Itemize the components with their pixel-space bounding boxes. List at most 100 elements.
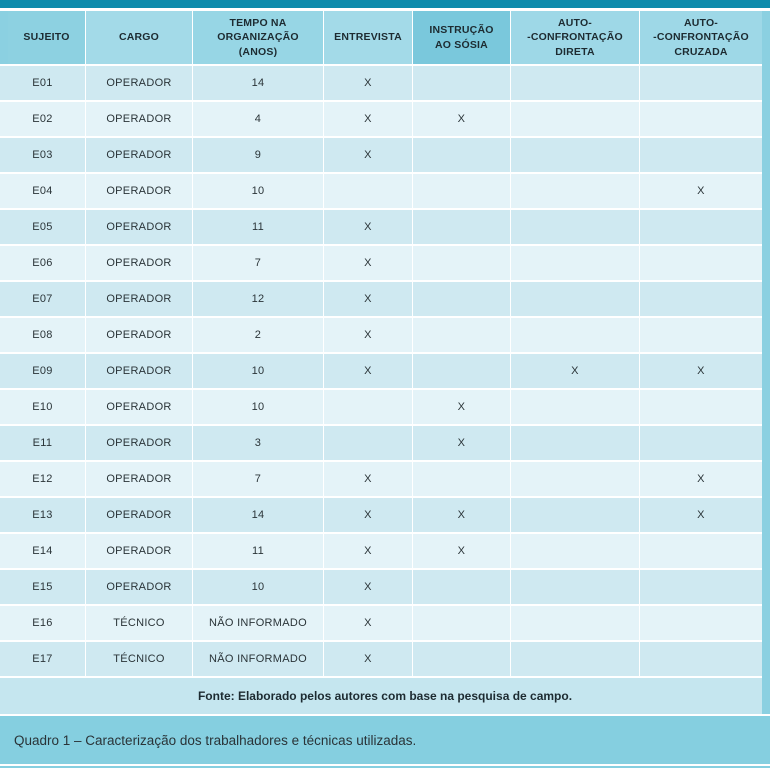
cell-entrevista: X bbox=[324, 102, 412, 136]
table-row: E01 OPERADOR 14 X bbox=[0, 66, 762, 100]
cell-cruzada bbox=[640, 606, 762, 640]
cell-entrevista: X bbox=[324, 606, 412, 640]
table-row: E09 OPERADOR 10 X X X bbox=[0, 354, 762, 388]
cell-sujeito: E05 bbox=[0, 210, 85, 244]
data-table: SUJEITO CARGO TEMPO NA ORGANIZAÇÃO (ANOS) E… bbox=[0, 11, 770, 714]
cell-direta bbox=[511, 318, 639, 352]
cell-entrevista: X bbox=[324, 246, 412, 280]
cell-direta bbox=[511, 642, 639, 676]
cell-sujeito: E13 bbox=[0, 498, 85, 532]
cell-entrevista: X bbox=[324, 282, 412, 316]
cell-direta bbox=[511, 138, 639, 172]
cell-direta: X bbox=[511, 354, 639, 388]
table-caption: Quadro 1 – Caracterização dos trabalhado… bbox=[0, 716, 770, 764]
cell-sujeito: E09 bbox=[0, 354, 85, 388]
cell-cruzada: X bbox=[640, 462, 762, 496]
cell-cruzada: X bbox=[640, 354, 762, 388]
cell-sosia bbox=[413, 210, 510, 244]
cell-tempo: 10 bbox=[193, 354, 323, 388]
cell-tempo: 14 bbox=[193, 66, 323, 100]
table-row: E10 OPERADOR 10 X bbox=[0, 390, 762, 424]
cell-tempo: 10 bbox=[193, 174, 323, 208]
cell-cargo: OPERADOR bbox=[86, 318, 192, 352]
cell-sosia: X bbox=[413, 534, 510, 568]
spacer bbox=[0, 764, 770, 766]
cell-sujeito: E11 bbox=[0, 426, 85, 460]
cell-sosia bbox=[413, 282, 510, 316]
cell-entrevista: X bbox=[324, 138, 412, 172]
cell-cruzada bbox=[640, 282, 762, 316]
cell-sujeito: E14 bbox=[0, 534, 85, 568]
cell-entrevista: X bbox=[324, 642, 412, 676]
cell-cargo: OPERADOR bbox=[86, 210, 192, 244]
cell-sosia bbox=[413, 642, 510, 676]
cell-cruzada bbox=[640, 102, 762, 136]
cell-sujeito: E07 bbox=[0, 282, 85, 316]
table-row: E11 OPERADOR 3 X bbox=[0, 426, 762, 460]
spacer bbox=[0, 8, 770, 11]
cell-cruzada bbox=[640, 642, 762, 676]
cell-direta bbox=[511, 66, 639, 100]
cell-entrevista: X bbox=[324, 462, 412, 496]
cell-entrevista bbox=[324, 390, 412, 424]
cell-direta bbox=[511, 606, 639, 640]
cell-cargo: OPERADOR bbox=[86, 426, 192, 460]
cell-tempo: 3 bbox=[193, 426, 323, 460]
cell-tempo: 12 bbox=[193, 282, 323, 316]
cell-tempo: 10 bbox=[193, 390, 323, 424]
cell-tempo: 7 bbox=[193, 462, 323, 496]
cell-sujeito: E04 bbox=[0, 174, 85, 208]
cell-sosia bbox=[413, 606, 510, 640]
column-header-entrevista: ENTREVISTA bbox=[324, 11, 412, 64]
cell-sujeito: E16 bbox=[0, 606, 85, 640]
cell-sosia: X bbox=[413, 426, 510, 460]
cell-tempo: NÃO INFORMADO bbox=[193, 642, 323, 676]
column-header-direta: AUTO- -CONFRONTAÇÃO DIRETA bbox=[511, 11, 639, 64]
cell-sujeito: E10 bbox=[0, 390, 85, 424]
cell-tempo: 10 bbox=[193, 570, 323, 604]
cell-sujeito: E06 bbox=[0, 246, 85, 280]
cell-cargo: OPERADOR bbox=[86, 246, 192, 280]
cell-sujeito: E08 bbox=[0, 318, 85, 352]
table-row: E17 TÉCNICO NÃO INFORMADO X bbox=[0, 642, 762, 676]
column-header-tempo: TEMPO NA ORGANIZAÇÃO (ANOS) bbox=[193, 11, 323, 64]
cell-sosia bbox=[413, 246, 510, 280]
cell-sujeito: E17 bbox=[0, 642, 85, 676]
cell-cruzada bbox=[640, 246, 762, 280]
column-header-cruzada: AUTO- -CONFRONTAÇÃO CRUZADA bbox=[640, 11, 762, 64]
table-row: E08 OPERADOR 2 X bbox=[0, 318, 762, 352]
cell-sosia bbox=[413, 570, 510, 604]
cell-cargo: OPERADOR bbox=[86, 462, 192, 496]
bottom-accent-line bbox=[0, 766, 770, 768]
cell-cruzada: X bbox=[640, 174, 762, 208]
cell-sosia bbox=[413, 462, 510, 496]
cell-tempo: 14 bbox=[193, 498, 323, 532]
cell-cruzada bbox=[640, 390, 762, 424]
cell-sosia bbox=[413, 354, 510, 388]
column-header-cargo: CARGO bbox=[86, 11, 192, 64]
cell-direta bbox=[511, 534, 639, 568]
cell-direta bbox=[511, 390, 639, 424]
cell-tempo: 11 bbox=[193, 210, 323, 244]
cell-direta bbox=[511, 282, 639, 316]
cell-sosia: X bbox=[413, 498, 510, 532]
table-row: E03 OPERADOR 9 X bbox=[0, 138, 762, 172]
cell-cargo: OPERADOR bbox=[86, 354, 192, 388]
cell-cruzada bbox=[640, 66, 762, 100]
cell-entrevista: X bbox=[324, 570, 412, 604]
cell-direta bbox=[511, 174, 639, 208]
source-note: Fonte: Elaborado pelos autores com base … bbox=[0, 678, 770, 714]
cell-cargo: OPERADOR bbox=[86, 534, 192, 568]
cell-sosia bbox=[413, 318, 510, 352]
table-row: E15 OPERADOR 10 X bbox=[0, 570, 762, 604]
cell-cruzada bbox=[640, 534, 762, 568]
cell-cargo: OPERADOR bbox=[86, 498, 192, 532]
cell-entrevista: X bbox=[324, 66, 412, 100]
cell-sujeito: E02 bbox=[0, 102, 85, 136]
table-body: E01 OPERADOR 14 X E02 OPERADOR 4 X X E03… bbox=[0, 66, 770, 676]
column-header-id: SUJEITO bbox=[8, 11, 85, 64]
cell-sujeito: E01 bbox=[0, 66, 85, 100]
cell-entrevista: X bbox=[324, 210, 412, 244]
cell-sosia bbox=[413, 138, 510, 172]
